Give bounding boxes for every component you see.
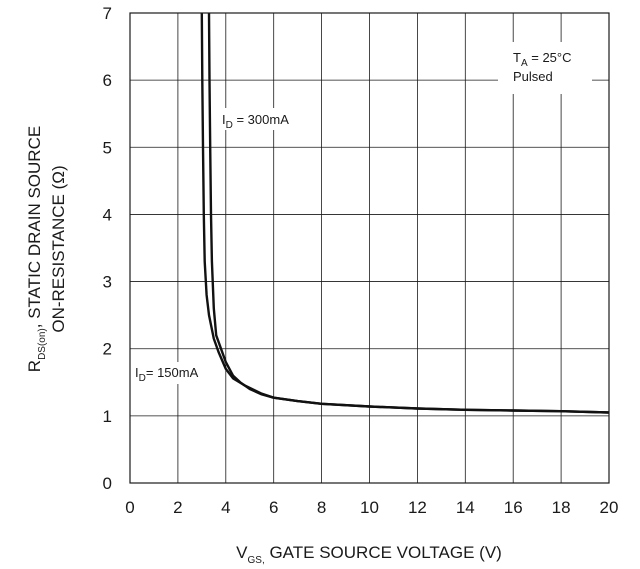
svg-text:ID = 300mA: ID = 300mA [222, 112, 289, 131]
y-tick-label: 1 [103, 407, 112, 426]
series-line-1 [200, 12, 610, 414]
conditions-box: TA = 25°C Pulsed [498, 42, 592, 94]
x-axis-label: VGS, GATE SOURCE VOLTAGE (V) [236, 543, 502, 566]
series-label-150ma: ID= 150mA [132, 362, 212, 384]
x-tick-label: 16 [504, 498, 523, 517]
y-tick-label: 4 [103, 205, 112, 224]
x-tick-label: 18 [552, 498, 571, 517]
series-lines [200, 12, 610, 414]
x-tick-label: 0 [125, 498, 134, 517]
y-tick-label: 3 [103, 273, 112, 292]
x-tick-label: 4 [221, 498, 230, 517]
y-tick-label: 6 [103, 71, 112, 90]
x-tick-label: 8 [317, 498, 326, 517]
y-tick-label: 7 [103, 4, 112, 23]
y-axis-label-line1: RDS(on), STATIC DRAIN SOURCE [25, 126, 48, 372]
y-tick-label: 2 [103, 340, 112, 359]
x-tick-label: 2 [173, 498, 182, 517]
x-tick-label: 12 [408, 498, 427, 517]
x-tick-label: 20 [600, 498, 619, 517]
conditions-mode: Pulsed [513, 69, 553, 84]
y-tick-label: 0 [103, 474, 112, 493]
x-tick-label: 6 [269, 498, 278, 517]
plot-frame [129, 12, 610, 484]
svg-text:ID= 150mA: ID= 150mA [135, 365, 199, 384]
conditions-ta: TA = 25°C [513, 50, 572, 69]
series-label-300ma: ID = 300mA [218, 108, 308, 131]
y-tick-label: 5 [103, 138, 112, 157]
x-tick-label: 14 [456, 498, 475, 517]
y-axis-label-line2: ON-RESISTANCE (Ω) [49, 165, 68, 332]
x-tick-label: 10 [360, 498, 379, 517]
